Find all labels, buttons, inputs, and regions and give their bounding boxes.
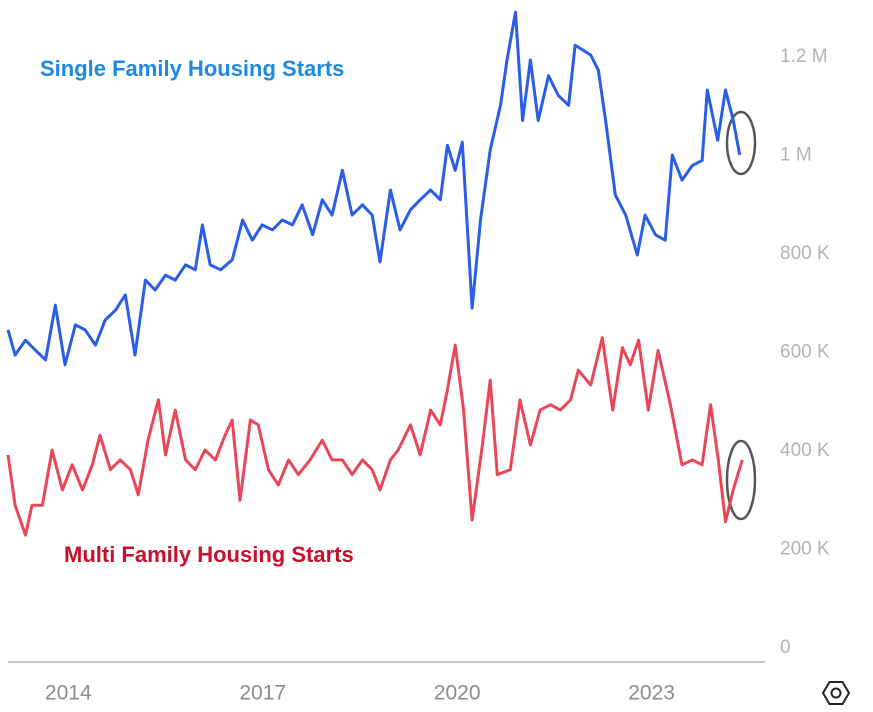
settings-icon[interactable] — [821, 681, 851, 705]
x-tick-label: 2020 — [434, 682, 481, 705]
highlight-circle — [725, 110, 757, 176]
y-tick-label: 600 K — [780, 342, 830, 363]
y-tick-label: 1.2 M — [780, 46, 828, 67]
y-tick-label: 400 K — [780, 440, 830, 461]
settings-dot — [830, 687, 842, 699]
y-tick-label: 1 M — [780, 145, 812, 166]
series-line — [6, 10, 742, 367]
y-tick-label: 800 K — [780, 243, 830, 264]
x-tick-label: 2014 — [45, 682, 92, 705]
y-tick-label: 0 — [780, 637, 791, 658]
y-tick-label: 200 K — [780, 539, 830, 560]
series-line — [6, 336, 744, 537]
x-tick-label: 2023 — [628, 682, 675, 705]
highlight-circle — [725, 439, 757, 521]
settings-hex — [821, 681, 851, 705]
series-label: Multi Family Housing Starts — [64, 542, 354, 567]
series-label: Single Family Housing Starts — [40, 56, 344, 81]
x-tick-label: 2017 — [239, 682, 286, 705]
